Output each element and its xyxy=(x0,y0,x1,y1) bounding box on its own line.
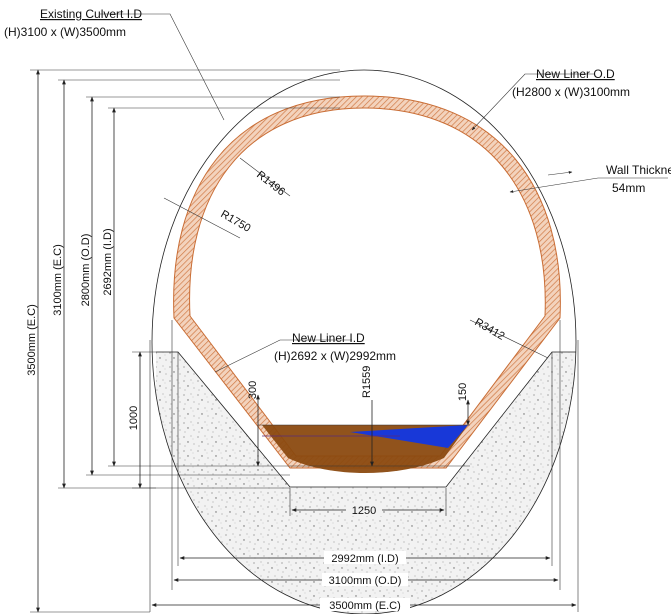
existing-culvert-outline xyxy=(151,69,577,614)
radius-1496: R1496 xyxy=(254,169,287,198)
radius-1750: R1750 xyxy=(219,208,253,235)
dim-3500: 3500mm (E.C) xyxy=(329,600,401,612)
existing-culvert-title: Existing Culvert I.D xyxy=(40,7,142,21)
wall-thickness-title: Wall Thickness xyxy=(606,163,671,177)
radius-1559: R1559 xyxy=(361,366,373,398)
dim-c-height: 3100mm (E.C) xyxy=(52,244,64,316)
leader-lines xyxy=(100,13,668,373)
new-liner-id-size: (H)2692 x (W)2992mm xyxy=(274,349,396,363)
wall-thickness-value: 54mm xyxy=(612,181,645,195)
vertical-dimensions xyxy=(30,69,470,613)
water-level xyxy=(258,424,470,473)
dim-2992: 2992mm (I.D) xyxy=(331,553,398,565)
dim-od-height: 2800mm (O.D) xyxy=(80,234,92,307)
dim-150: 150 xyxy=(457,383,469,401)
dim-id-height: 2692mm (I.D) xyxy=(102,228,114,295)
new-liner-id-title: New Liner I.D xyxy=(292,331,365,345)
existing-culvert-size: (H)3100 x (W)3500mm xyxy=(4,25,126,39)
new-liner-od-title: New Liner O.D xyxy=(536,67,615,81)
radius-3412: R3412 xyxy=(473,316,507,343)
new-liner-od-size: (H2800 x (W)3100mm xyxy=(512,85,630,99)
dim-1250: 1250 xyxy=(352,505,376,517)
new-liner-wall xyxy=(173,95,561,469)
dim-3100: 3100mm (O.D) xyxy=(329,575,402,587)
dim-1000: 1000 xyxy=(128,406,140,430)
dim-ec-height: 3500mm (E.C) xyxy=(26,304,38,376)
dim-300: 300 xyxy=(247,381,259,399)
concrete-bedding xyxy=(156,351,576,614)
